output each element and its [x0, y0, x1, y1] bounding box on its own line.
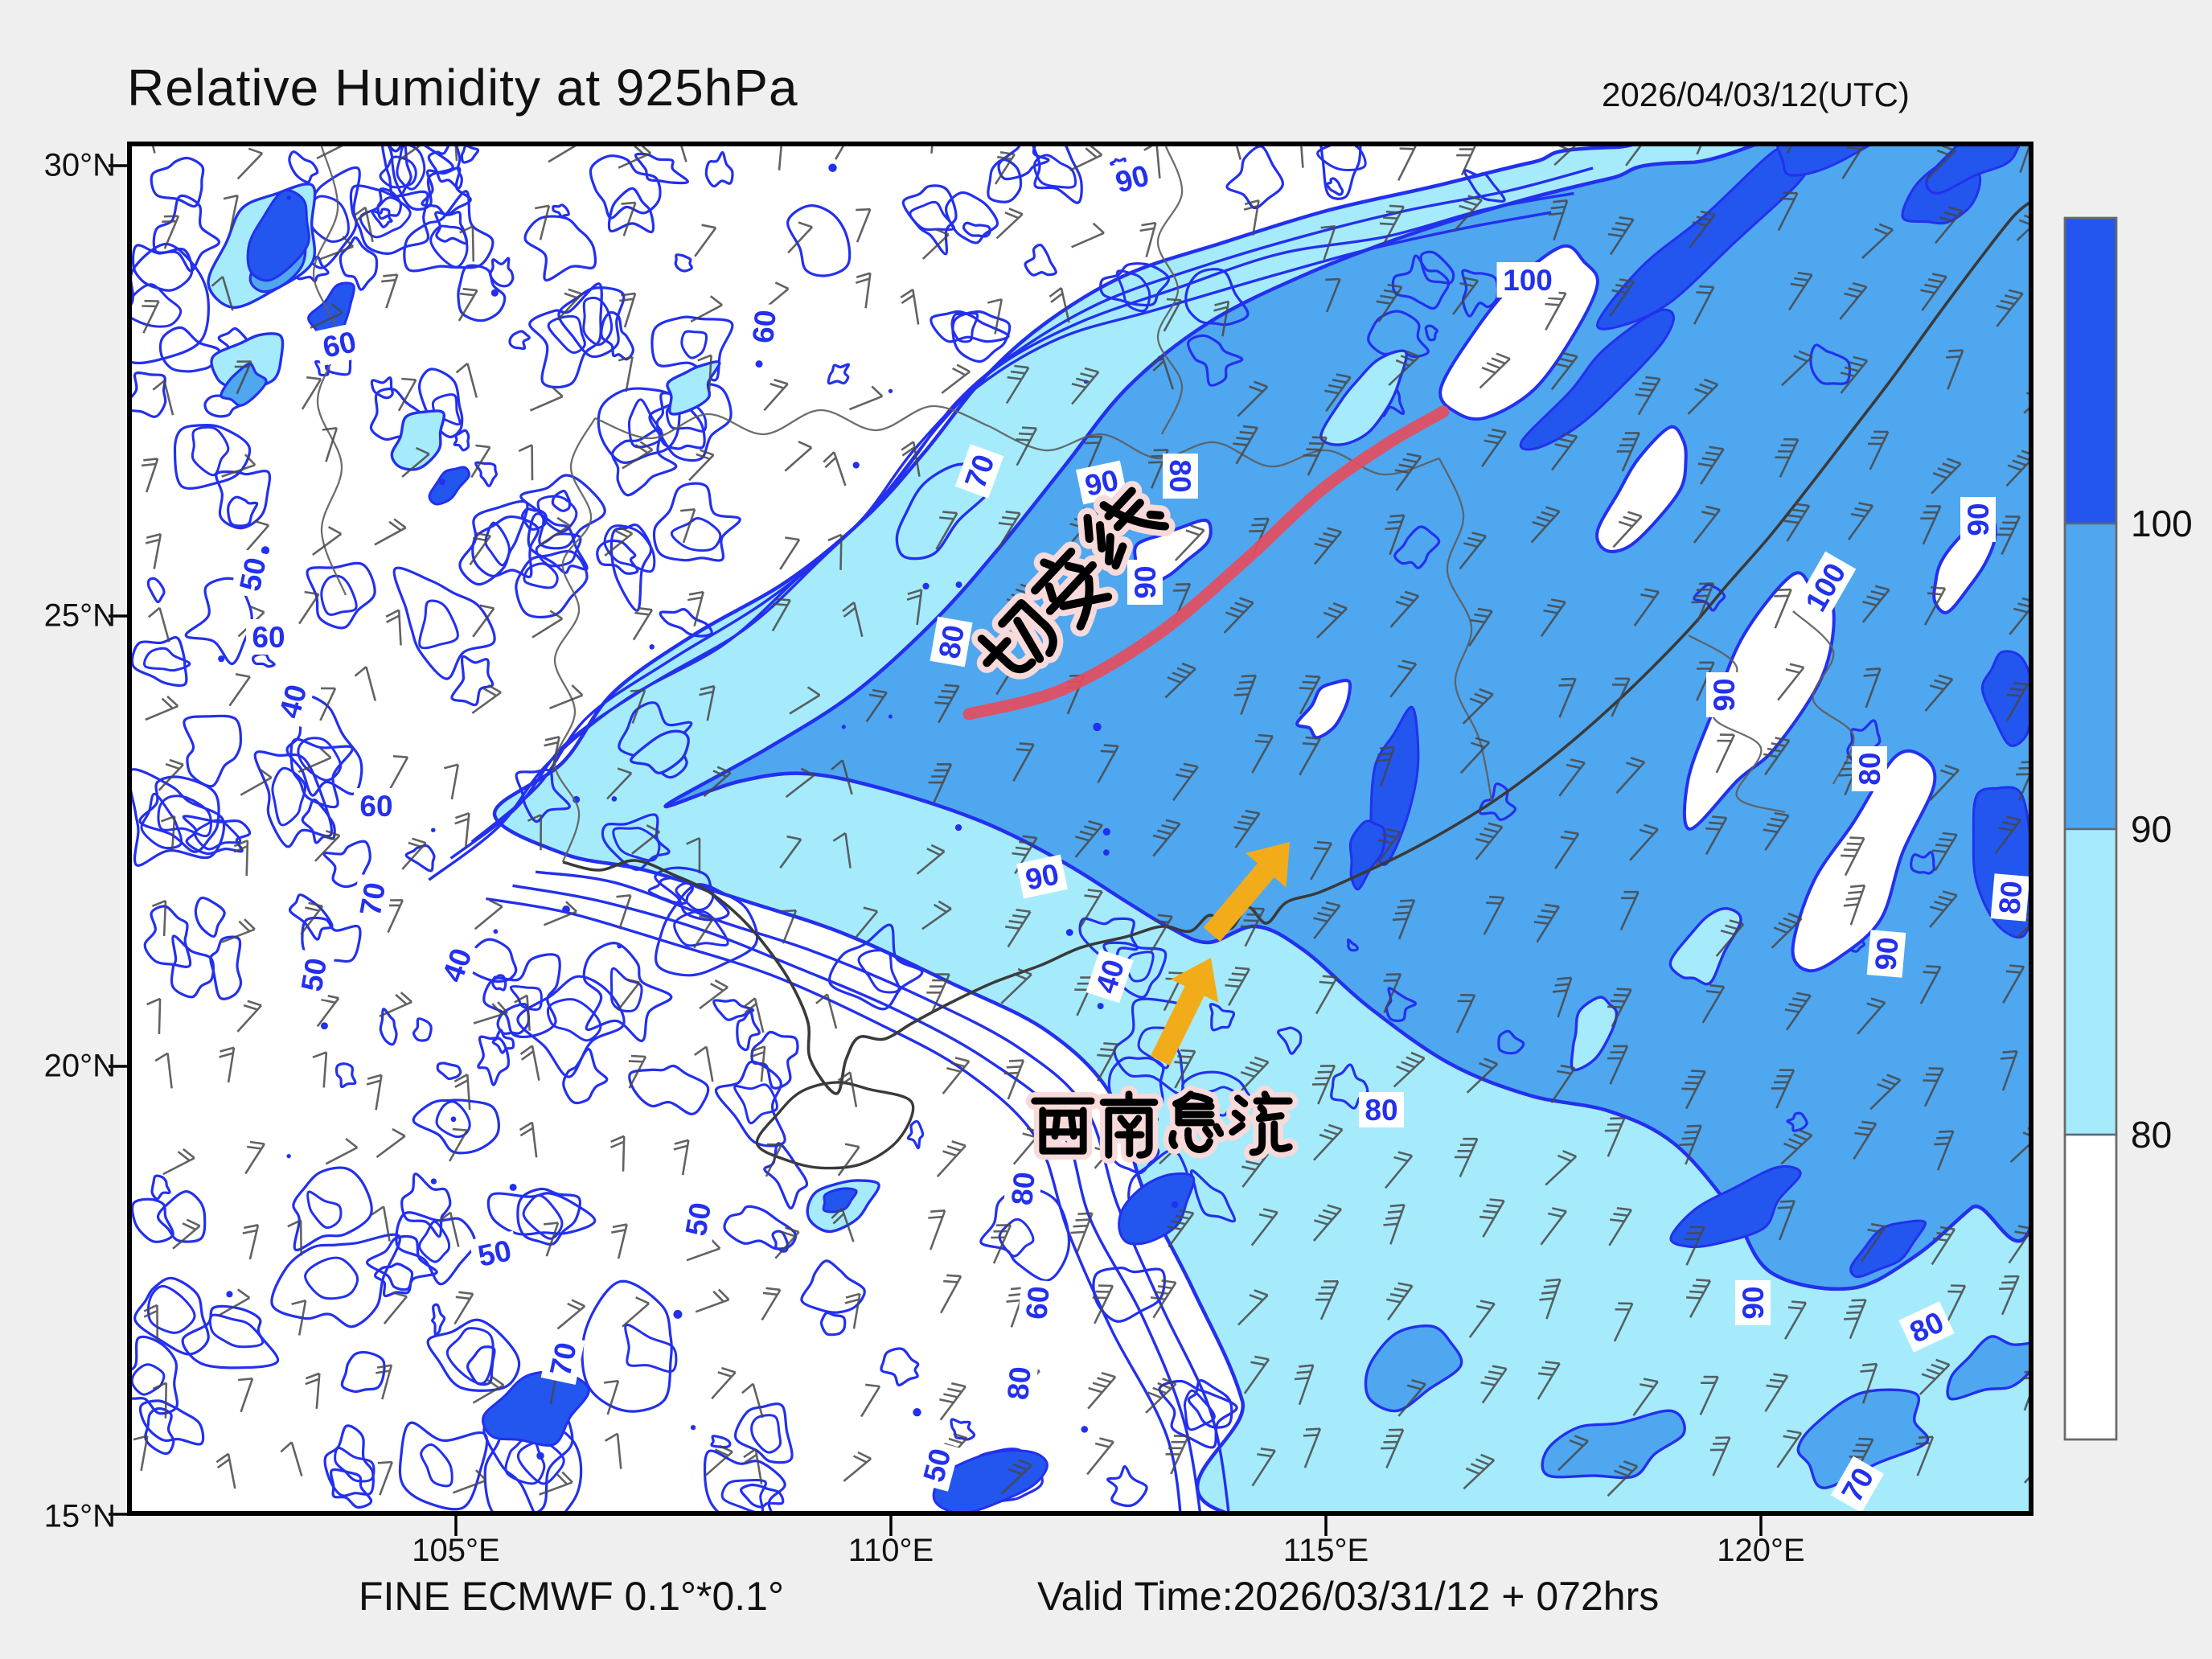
contour-label: 50	[292, 949, 335, 1000]
svg-text:90: 90	[1129, 565, 1162, 598]
contour-label: 50	[676, 1193, 720, 1245]
contour-label: 90	[1127, 560, 1163, 605]
contour-label: 50	[230, 548, 275, 600]
lon-tick-120e: 120°E	[1717, 1533, 1805, 1568]
contour-label: 90	[1016, 854, 1068, 899]
svg-text:80: 80	[1001, 1365, 1036, 1402]
svg-text:60: 60	[359, 790, 392, 823]
svg-text:80: 80	[1365, 1094, 1397, 1127]
shear-line-annotation	[971, 480, 1176, 680]
svg-text:90: 90	[1869, 936, 1904, 972]
contour-label: 70	[954, 444, 1004, 499]
svg-text:60: 60	[746, 309, 782, 345]
lat-tick-20n: 20°N	[43, 1048, 116, 1084]
svg-text:80: 80	[933, 622, 971, 661]
svg-text:80: 80	[1853, 752, 1886, 785]
svg-text:50: 50	[679, 1200, 718, 1238]
lat-tick-25n: 25°N	[43, 597, 116, 634]
jet-arrow-shaft	[1203, 858, 1278, 942]
contour-label: 90	[1106, 155, 1159, 202]
contour-label: 90	[1960, 497, 1996, 542]
svg-text:60: 60	[1020, 1285, 1055, 1321]
map-frame	[127, 142, 2033, 1516]
contour-label: 60	[744, 302, 784, 351]
contour-label: 90	[1866, 930, 1906, 978]
legend-value-90: 90	[2131, 808, 2173, 850]
svg-text:90: 90	[1962, 503, 1995, 536]
svg-text:70: 70	[354, 880, 392, 918]
legend-value-100: 100	[2131, 503, 2193, 544]
contour-label: 60	[1017, 1279, 1057, 1327]
contour-label: 90	[1735, 1280, 1771, 1325]
contour-label: 70	[540, 1333, 585, 1385]
svg-text:50: 50	[475, 1234, 515, 1273]
lat-tick-30n: 30°N	[43, 147, 116, 183]
contour-label: 80	[1163, 454, 1198, 499]
lat-tick-15n: 15°N	[43, 1498, 116, 1534]
contour-label: 80	[999, 1359, 1039, 1407]
svg-text:50: 50	[295, 955, 334, 994]
svg-text:90: 90	[1708, 678, 1741, 711]
contour-label: 50	[469, 1230, 520, 1275]
contour-label: 50	[913, 1439, 960, 1492]
legend-value-80: 80	[2131, 1114, 2173, 1156]
lon-tick-115e: 115°E	[1282, 1533, 1369, 1568]
contour-label: 40	[269, 675, 316, 728]
svg-text:100: 100	[1503, 264, 1553, 297]
contour-label: 90	[1076, 460, 1127, 505]
contour-label: 60	[354, 788, 399, 823]
lon-tick-105e: 105°E	[412, 1533, 500, 1568]
valid-datetime-label: 2026/04/03/12(UTC)	[1602, 76, 1910, 113]
jet-arrow-shaft	[1150, 980, 1208, 1066]
svg-text:80: 80	[1992, 880, 2028, 916]
svg-text:60: 60	[320, 325, 359, 364]
annotations	[962, 405, 1450, 1164]
svg-text:90: 90	[1737, 1286, 1770, 1319]
svg-text:90: 90	[1023, 857, 1062, 897]
contour-label: 60	[246, 619, 291, 655]
svg-text:80: 80	[1005, 1171, 1040, 1207]
contour-label: 80	[930, 616, 973, 667]
svg-text:80: 80	[1163, 459, 1196, 492]
jet-arrow-head	[1246, 842, 1290, 888]
svg-text:60: 60	[252, 621, 285, 654]
svg-text:50: 50	[233, 555, 273, 594]
contour-label: 70	[351, 873, 394, 925]
page-title: Relative Humidity at 925hPa	[127, 59, 798, 117]
jet-arrow-head	[1171, 958, 1219, 1003]
colorbar	[2063, 216, 2118, 1441]
model-caption: FINE ECMWF 0.1°*0.1°	[359, 1574, 784, 1619]
contour-label: 100	[1496, 262, 1559, 298]
contour-label: 80	[1359, 1092, 1404, 1127]
contour-label: 60	[314, 322, 365, 367]
contour-label: 80	[1990, 873, 2029, 922]
contour-label: 80	[1852, 746, 1887, 791]
svg-text:70: 70	[544, 1340, 583, 1379]
lon-tick-110e: 110°E	[847, 1533, 934, 1568]
shear-line	[962, 405, 1450, 721]
southwest-jet-annotation	[1025, 1085, 1299, 1164]
valid-time-caption: Valid Time:2026/03/31/12 + 072hrs	[1037, 1574, 1660, 1619]
contour-label: 90	[1706, 672, 1742, 717]
contour-label: 80	[1003, 1164, 1043, 1213]
